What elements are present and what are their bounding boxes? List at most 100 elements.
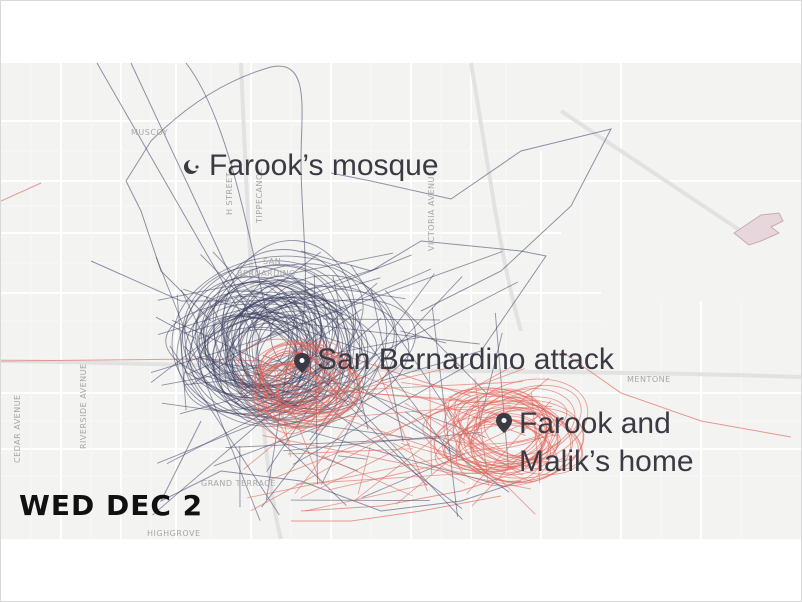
flight-segment — [155, 316, 197, 340]
flight-segment — [305, 483, 430, 512]
flight-segment — [287, 448, 413, 455]
flight-segment — [358, 330, 452, 454]
flight-segment — [295, 471, 483, 485]
home-label-line1: Farook and — [519, 407, 671, 440]
place-muscoy: MUSCOY — [131, 128, 169, 137]
flight-segment — [276, 278, 406, 300]
flight-segment — [300, 385, 463, 509]
flight-loop — [237, 338, 336, 412]
attack-label: San Bernardino attack — [317, 343, 614, 376]
flight-segment — [155, 257, 261, 521]
flight-loop — [252, 362, 324, 429]
flight-loop — [226, 299, 410, 415]
date-banner: WED DEC 2 — [19, 489, 204, 522]
flight-loop — [470, 407, 572, 484]
flight-segment — [290, 499, 430, 502]
flight-segment — [328, 450, 501, 491]
flight-segment — [466, 400, 552, 495]
flight-segment — [291, 275, 344, 316]
flight-segment — [161, 402, 413, 439]
flight-segment — [352, 402, 481, 503]
flight-segment — [269, 395, 479, 481]
flight-segment — [243, 393, 336, 470]
flight-segment — [294, 362, 396, 494]
flight-segment — [321, 455, 413, 497]
flight-segment — [300, 442, 411, 499]
flight-segment — [442, 398, 489, 468]
flight-segment — [180, 289, 206, 341]
mosque-label: Farook’s mosque — [209, 149, 439, 182]
flight-segment — [384, 290, 489, 395]
flight-segment — [332, 275, 369, 430]
flight-segment — [275, 381, 523, 395]
flight-segment — [171, 319, 335, 396]
place-san: SAN — [263, 257, 282, 266]
flight-segment — [157, 398, 316, 464]
flight-segment — [275, 385, 553, 408]
flight-loop — [275, 364, 341, 432]
flight-loop — [455, 407, 585, 487]
flight-segment — [242, 316, 480, 345]
flight-loop — [226, 285, 323, 377]
flight-segment — [474, 378, 489, 486]
flight-segment — [273, 363, 321, 482]
flight-segment — [545, 429, 559, 455]
flight-segment — [188, 339, 194, 363]
flight-loop — [198, 263, 364, 388]
flight-segment — [503, 384, 543, 401]
flight-segment — [183, 277, 381, 334]
flight-segment — [225, 437, 440, 449]
flight-segment — [400, 442, 487, 468]
flight-segment — [247, 434, 556, 499]
flight-segment — [392, 442, 466, 484]
flight-segment — [278, 370, 342, 392]
flight-segment — [274, 371, 292, 457]
flight-loop — [254, 343, 341, 408]
mosque-marker — [184, 159, 200, 174]
home-label-line2: Malik’s home — [519, 445, 694, 478]
flight-segment — [265, 368, 300, 379]
place-cedar-ave: CEDAR AVENUE — [13, 394, 22, 463]
flight-segment — [150, 251, 321, 383]
flight-segment — [454, 368, 525, 395]
flight-segment — [247, 415, 288, 446]
flight-loop — [455, 415, 537, 464]
flight-segment — [157, 267, 379, 336]
flight-loop — [212, 249, 354, 396]
flight-segment — [262, 435, 532, 490]
flight-segment — [240, 295, 285, 320]
flight-segment — [250, 365, 514, 512]
flight-segment — [157, 252, 394, 301]
flight-segment — [184, 371, 279, 422]
flight-segment — [205, 295, 254, 384]
flight-segment — [374, 362, 428, 492]
flight-segment — [322, 318, 441, 321]
flight-segment — [477, 332, 503, 431]
flight-segment — [284, 404, 496, 423]
attack-marker[interactable] — [294, 353, 310, 373]
flight-segment — [401, 381, 527, 400]
airport-polygon — [733, 212, 784, 246]
place-bernardino: BERNARDINO — [237, 269, 296, 278]
street-grid-fine — [1, 63, 801, 539]
red-loop-cluster — [237, 338, 589, 515]
flight-loop — [470, 417, 543, 482]
map-bottom-band — [1, 539, 801, 601]
map-top-band — [1, 1, 801, 63]
flight-segment — [166, 281, 519, 464]
home-marker[interactable] — [496, 413, 512, 433]
flight-segment — [290, 291, 326, 371]
flight-segment — [400, 330, 447, 344]
flight-loop — [433, 400, 551, 471]
flight-segment — [499, 478, 536, 515]
street-grid — [1, 63, 801, 539]
flight-segment — [357, 446, 371, 494]
place-grand-terrace: GRAND TERRACE — [201, 479, 276, 488]
flight-loop — [165, 300, 378, 388]
flight-segment — [183, 288, 377, 356]
flight-loop — [213, 281, 311, 399]
flight-segment — [320, 367, 380, 485]
flight-segment — [267, 251, 503, 337]
